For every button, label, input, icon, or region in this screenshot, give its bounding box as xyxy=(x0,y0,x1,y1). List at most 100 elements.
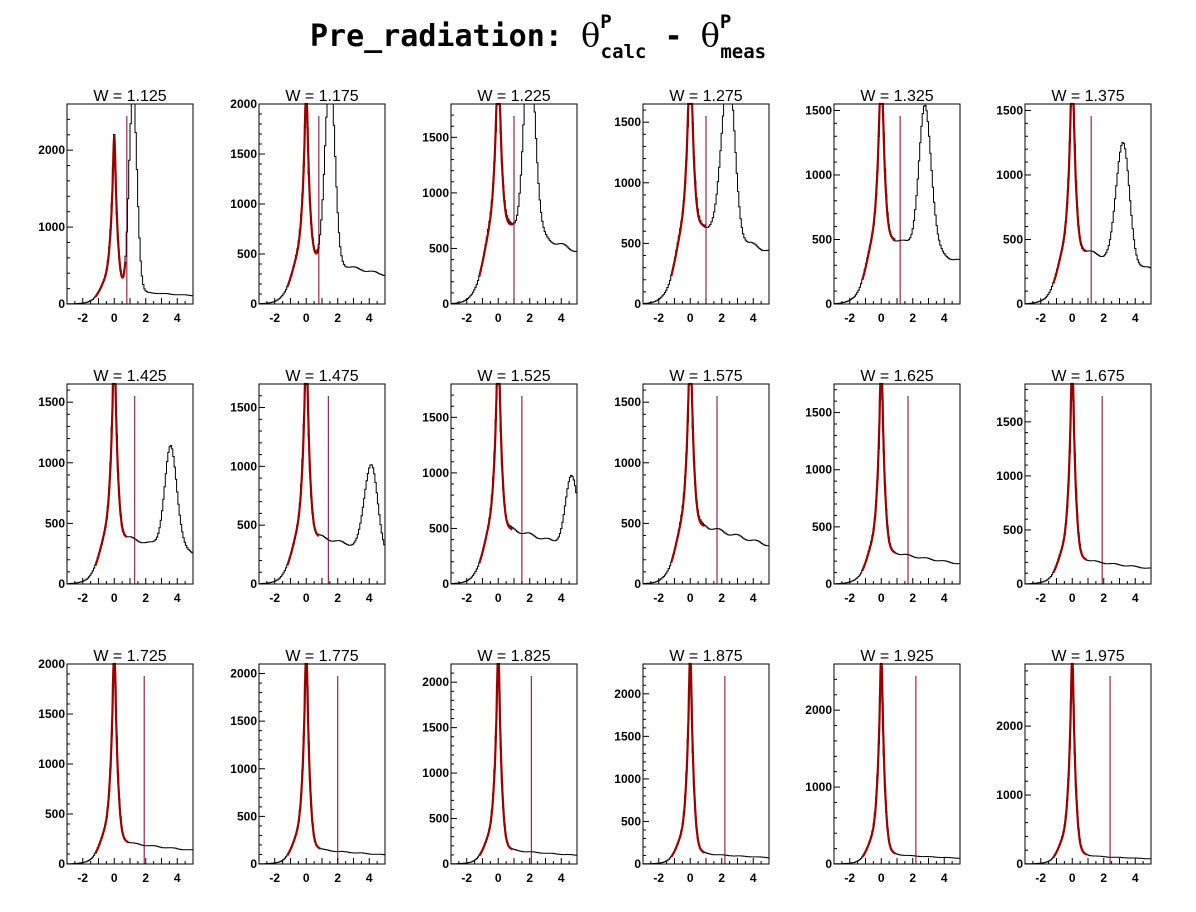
panel-title: W = 1.575 xyxy=(669,368,742,385)
histogram-panel: W = 1.625 -2 0 2 4 0 500 1000 1500 xyxy=(805,368,961,605)
fit-curve xyxy=(286,382,320,566)
histogram-line xyxy=(258,103,385,305)
y-tick-label: 2000 xyxy=(38,657,65,671)
title-theta-meas: θ xyxy=(701,16,720,54)
panel-title: W = 1.725 xyxy=(93,648,166,665)
panel-title: W = 1.625 xyxy=(860,368,933,385)
y-tick-label: 500 xyxy=(429,241,449,255)
histogram-panel: W = 1.375 -2 0 2 4 0 500 1000 1500 xyxy=(996,88,1152,325)
y-tick-label: 1000 xyxy=(614,772,641,786)
x-tick-label: 4 xyxy=(750,591,757,605)
histogram-line xyxy=(642,383,769,585)
x-tick-label: -2 xyxy=(77,871,88,885)
y-tick-label: 2000 xyxy=(996,719,1023,733)
y-tick-label: 2000 xyxy=(805,703,832,717)
y-tick-label: 2000 xyxy=(614,687,641,701)
y-tick-label: 1000 xyxy=(422,766,449,780)
x-tick-label: 0 xyxy=(495,591,502,605)
x-tick-label: 0 xyxy=(111,871,118,885)
y-tick-label: 500 xyxy=(45,516,65,530)
panel-title: W = 1.325 xyxy=(860,88,933,105)
panel-title: W = 1.125 xyxy=(93,88,166,105)
panel-title: W = 1.925 xyxy=(860,648,933,665)
fit-curve xyxy=(670,382,705,563)
y-tick-label: 1000 xyxy=(230,197,257,211)
fit-curve xyxy=(1052,382,1087,574)
y-tick-label: 1000 xyxy=(805,463,832,477)
x-tick-label: -2 xyxy=(77,591,88,605)
y-tick-label: 1500 xyxy=(38,395,65,409)
y-tick-label: 1000 xyxy=(996,469,1023,483)
x-tick-label: -2 xyxy=(461,311,472,325)
x-tick-label: 2 xyxy=(526,871,533,885)
x-tick-label: 0 xyxy=(1069,871,1076,885)
x-tick-label: 4 xyxy=(558,591,565,605)
panel-title: W = 1.225 xyxy=(477,88,550,105)
histogram-line xyxy=(66,103,193,305)
fit-curve xyxy=(861,382,896,571)
y-tick-label: 0 xyxy=(634,577,641,591)
x-tick-label: 4 xyxy=(366,871,373,885)
y-tick-label: 0 xyxy=(634,297,641,311)
x-tick-label: -2 xyxy=(653,591,664,605)
panel-title: W = 1.175 xyxy=(285,88,358,105)
histogram-line xyxy=(642,663,769,865)
plot-frame xyxy=(66,383,194,585)
y-tick-label: 0 xyxy=(442,857,449,871)
y-tick-label: 500 xyxy=(812,232,832,246)
title-theta-calc: θ xyxy=(581,16,600,54)
y-tick-label: 1500 xyxy=(996,415,1023,429)
y-tick-label: 1500 xyxy=(422,721,449,735)
y-tick-label: 2000 xyxy=(38,143,65,157)
y-tick-label: 0 xyxy=(1016,857,1023,871)
histogram-line xyxy=(1024,103,1151,305)
x-tick-label: -2 xyxy=(844,591,855,605)
y-tick-label: 500 xyxy=(621,814,641,828)
histogram-line xyxy=(833,663,960,865)
fit-curve xyxy=(478,382,513,564)
x-tick-label: -2 xyxy=(1035,871,1046,885)
y-tick-label: 0 xyxy=(250,577,257,591)
x-tick-label: 4 xyxy=(941,591,948,605)
plot-frame xyxy=(642,383,770,585)
title-sub-meas: meas xyxy=(720,41,766,63)
y-tick-label: 1500 xyxy=(805,103,832,117)
y-tick-label: 1000 xyxy=(38,456,65,470)
histogram-panel: W = 1.475 -2 0 2 4 0 500 1000 1500 xyxy=(230,368,386,605)
x-tick-label: 2 xyxy=(526,591,533,605)
plot-frame xyxy=(450,663,578,865)
title-sup-calc: P xyxy=(600,11,611,33)
plot-frame xyxy=(258,663,386,865)
x-tick-label: 0 xyxy=(687,311,694,325)
y-tick-label: 1000 xyxy=(422,466,449,480)
histogram-line xyxy=(450,663,577,865)
histogram-panel: W = 1.925 -2 0 2 4 0 1000 2000 xyxy=(805,648,961,885)
title-minus: - xyxy=(646,19,700,54)
histogram-panel: W = 1.425 -2 0 2 4 0 500 1000 1500 xyxy=(38,368,194,605)
plot-frame xyxy=(833,103,961,305)
histogram-line xyxy=(258,663,385,865)
x-tick-label: -2 xyxy=(269,871,280,885)
y-tick-label: 500 xyxy=(812,520,832,534)
x-tick-label: 0 xyxy=(878,591,885,605)
y-tick-label: 1500 xyxy=(230,401,257,415)
y-tick-label: 1000 xyxy=(38,757,65,771)
x-tick-label: -2 xyxy=(269,591,280,605)
y-tick-label: 1000 xyxy=(996,788,1023,802)
plot-frame xyxy=(1024,383,1152,585)
x-tick-label: 4 xyxy=(558,311,565,325)
plot-frame xyxy=(1024,663,1152,865)
fit-curve xyxy=(861,662,896,858)
y-tick-label: 500 xyxy=(1003,232,1023,246)
y-tick-label: 1500 xyxy=(422,130,449,144)
panel-title: W = 1.675 xyxy=(1051,368,1124,385)
y-tick-label: 1000 xyxy=(805,780,832,794)
x-tick-label: 0 xyxy=(111,311,118,325)
y-tick-label: 2000 xyxy=(230,97,257,111)
x-tick-label: 0 xyxy=(495,311,502,325)
x-tick-label: 4 xyxy=(174,871,181,885)
y-tick-label: 0 xyxy=(634,857,641,871)
y-tick-label: 1000 xyxy=(805,168,832,182)
x-tick-label: 4 xyxy=(1132,871,1139,885)
x-tick-label: -2 xyxy=(844,871,855,885)
